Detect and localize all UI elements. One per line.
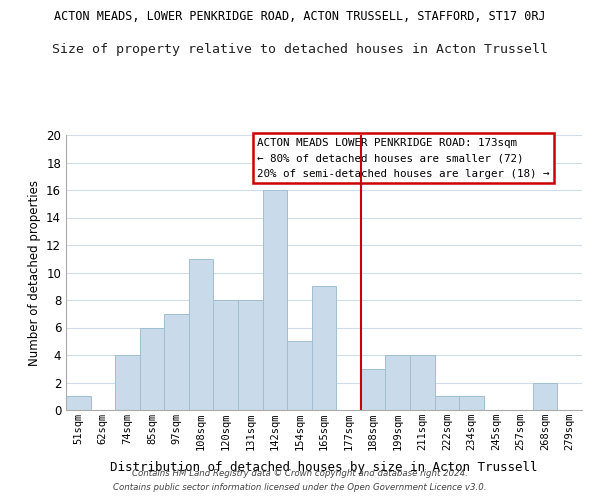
Bar xyxy=(189,259,214,410)
Bar xyxy=(66,396,91,410)
Y-axis label: Number of detached properties: Number of detached properties xyxy=(28,180,41,366)
Bar xyxy=(140,328,164,410)
Bar xyxy=(214,300,238,410)
Bar xyxy=(459,396,484,410)
Bar xyxy=(312,286,336,410)
Text: Contains public sector information licensed under the Open Government Licence v3: Contains public sector information licen… xyxy=(113,484,487,492)
Bar xyxy=(533,382,557,410)
Bar xyxy=(115,355,140,410)
Text: ACTON MEADS LOWER PENKRIDGE ROAD: 173sqm
← 80% of detached houses are smaller (7: ACTON MEADS LOWER PENKRIDGE ROAD: 173sqm… xyxy=(257,138,550,179)
Bar xyxy=(287,341,312,410)
Bar xyxy=(410,355,434,410)
Text: Size of property relative to detached houses in Acton Trussell: Size of property relative to detached ho… xyxy=(52,42,548,56)
Bar xyxy=(238,300,263,410)
Bar xyxy=(164,314,189,410)
Bar xyxy=(263,190,287,410)
Text: ACTON MEADS, LOWER PENKRIDGE ROAD, ACTON TRUSSELL, STAFFORD, ST17 0RJ: ACTON MEADS, LOWER PENKRIDGE ROAD, ACTON… xyxy=(54,10,546,23)
Bar xyxy=(434,396,459,410)
Text: Contains HM Land Registry data © Crown copyright and database right 2024.: Contains HM Land Registry data © Crown c… xyxy=(132,468,468,477)
Bar xyxy=(385,355,410,410)
X-axis label: Distribution of detached houses by size in Acton Trussell: Distribution of detached houses by size … xyxy=(110,462,538,474)
Bar xyxy=(361,369,385,410)
